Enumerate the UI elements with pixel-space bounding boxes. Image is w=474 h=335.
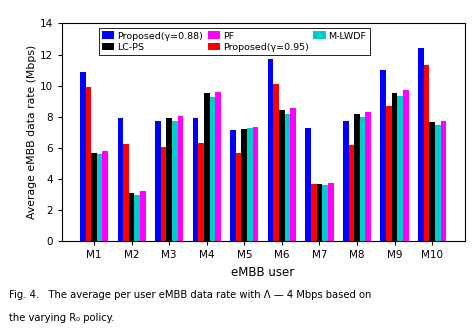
Bar bbox=[305, 128, 311, 241]
Bar bbox=[268, 59, 273, 241]
Bar bbox=[285, 114, 290, 241]
Bar bbox=[360, 117, 365, 241]
Bar bbox=[311, 184, 317, 241]
Bar bbox=[317, 185, 322, 241]
Bar bbox=[247, 128, 253, 241]
Bar bbox=[273, 84, 279, 241]
Legend: Proposed(γ=0.88), LC-PS, PF, Proposed(γ=0.95), M-LWDF: Proposed(γ=0.88), LC-PS, PF, Proposed(γ=… bbox=[99, 28, 370, 55]
Bar bbox=[129, 193, 135, 241]
Bar bbox=[365, 112, 371, 241]
Bar bbox=[192, 118, 198, 241]
Bar bbox=[429, 122, 435, 241]
Bar bbox=[155, 122, 161, 241]
Bar bbox=[172, 121, 178, 241]
Bar bbox=[386, 106, 392, 241]
Bar bbox=[354, 114, 360, 241]
Bar bbox=[161, 147, 166, 241]
Bar bbox=[279, 110, 285, 241]
Bar bbox=[322, 185, 328, 241]
Bar bbox=[253, 127, 258, 241]
Bar bbox=[178, 116, 183, 241]
Bar bbox=[215, 92, 221, 241]
Bar bbox=[91, 153, 97, 241]
Y-axis label: Average eMBB data rate (Mbps): Average eMBB data rate (Mbps) bbox=[27, 45, 36, 219]
Bar bbox=[210, 96, 215, 241]
Bar bbox=[86, 87, 91, 241]
Bar bbox=[397, 96, 403, 241]
Bar bbox=[166, 118, 172, 241]
Bar bbox=[348, 145, 354, 241]
Bar bbox=[230, 130, 236, 241]
Bar bbox=[392, 93, 397, 241]
Bar bbox=[343, 121, 348, 241]
Bar bbox=[328, 183, 334, 241]
Bar bbox=[418, 48, 424, 241]
Bar bbox=[80, 72, 86, 241]
Bar bbox=[435, 125, 440, 241]
Bar bbox=[236, 153, 241, 241]
Bar bbox=[290, 108, 296, 241]
Text: the varying R₀ policy.: the varying R₀ policy. bbox=[9, 313, 115, 323]
Text: Fig. 4.   The average per user eMBB data rate with Λ — 4 Mbps based on: Fig. 4. The average per user eMBB data r… bbox=[9, 290, 372, 300]
Bar bbox=[424, 65, 429, 241]
Bar bbox=[381, 70, 386, 241]
Bar bbox=[97, 154, 102, 241]
Bar bbox=[440, 121, 446, 241]
Bar bbox=[123, 144, 129, 241]
Bar bbox=[403, 90, 409, 241]
Bar bbox=[118, 118, 123, 241]
X-axis label: eMBB user: eMBB user bbox=[231, 266, 295, 279]
Bar bbox=[140, 191, 146, 241]
Bar bbox=[102, 151, 108, 241]
Bar bbox=[241, 129, 247, 241]
Bar bbox=[135, 195, 140, 241]
Bar bbox=[204, 93, 210, 241]
Bar bbox=[198, 143, 204, 241]
